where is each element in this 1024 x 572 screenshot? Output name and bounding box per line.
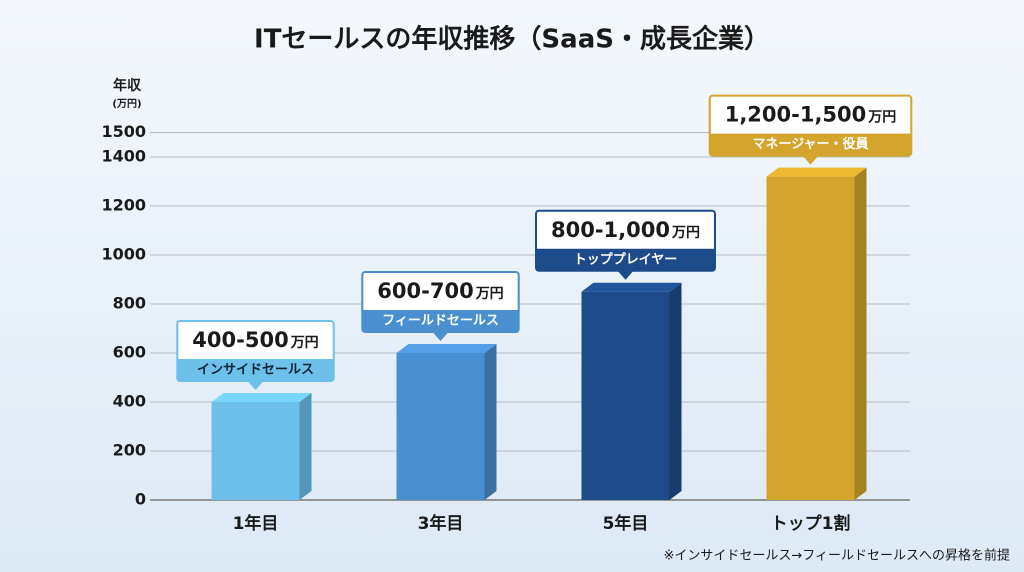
y-tick-label: 0 [135,490,146,509]
y-tick-label: 1200 [101,196,146,215]
callout-role: トッププレイヤー [574,252,678,267]
footnote: ※インサイドセールス→フィールドセールスへの昇格を前提 [663,548,1010,564]
bar [581,291,670,500]
callout-pointer [432,332,449,341]
bar-top [396,344,497,353]
bar [766,176,855,500]
bar [211,402,300,500]
bar [396,353,485,500]
callout-pointer [617,270,634,280]
y-tick-label: 1000 [101,245,146,264]
bar-top [211,393,312,402]
callout-range: 800-1,000 [551,218,670,242]
y-tick-label: 1400 [101,147,146,166]
callout-role: マネージャー・役員 [752,136,868,152]
callout-pointer [802,155,819,165]
bar-side [854,167,867,500]
callout-range: 1,200-1,500 [725,103,867,127]
x-tick-label: 1年目 [233,513,279,534]
bar-side [669,282,682,500]
bar-side [299,393,312,500]
y-tick-label: 1500 [101,122,146,141]
y-axis-label: 年収 [113,77,142,94]
callout-unit: 万円 [290,335,319,351]
chart-title: ITセールスの年収推移（SaaS・成長企業） [254,24,770,55]
callout-band [536,248,715,271]
x-tick-label: トップ1割 [771,513,851,534]
bar-top [766,167,867,177]
callout-unit: 万円 [475,286,504,302]
callout-band [362,310,519,332]
y-tick-label: 400 [113,392,146,411]
callout-pointer [247,381,264,390]
bar-side [484,344,497,500]
callout-range: 400-500 [192,328,288,352]
y-tick-label: 600 [113,343,146,362]
callout-role: インサイドセールス [197,363,314,378]
y-tick-label: 800 [113,294,146,313]
callout-unit: 万円 [671,225,700,241]
x-tick-label: 3年目 [418,513,464,534]
y-axis-unit: (万円) [112,98,141,110]
callout-role: フィールドセールス [382,314,499,329]
callout-band [177,359,334,381]
callout-range: 600-700 [377,279,473,303]
bar-top [581,282,682,292]
callout-unit: 万円 [867,110,896,126]
y-tick-label: 200 [113,441,146,460]
callout-band [709,133,912,156]
x-tick-label: 5年目 [603,513,649,534]
